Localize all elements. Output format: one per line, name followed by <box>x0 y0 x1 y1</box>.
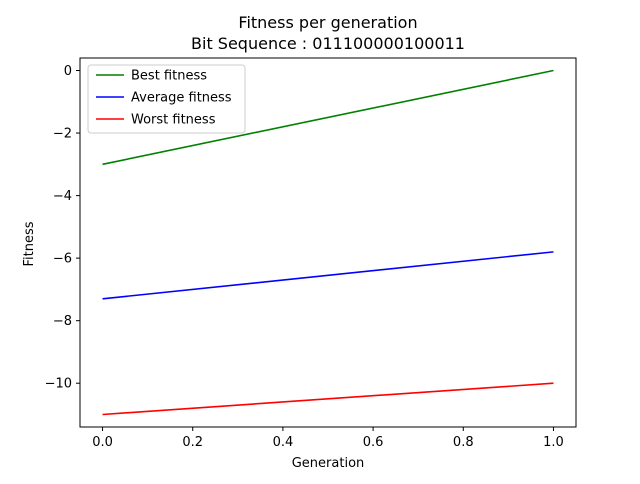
x-axis-label: Generation <box>292 456 365 471</box>
chart-subtitle: Bit Sequence : 011100000100011 <box>191 34 465 53</box>
legend-label-best-fitness: Best fitness <box>131 69 207 84</box>
y-axis-label: Fitness <box>22 221 37 266</box>
chart-title: Fitness per generation <box>238 13 417 32</box>
x-tick-label: 0.2 <box>182 435 203 450</box>
series-line-average-fitness <box>102 251 554 300</box>
y-tick-label: −2 <box>53 127 72 142</box>
y-tick-label: −8 <box>53 314 72 329</box>
y-tick-label: 0 <box>64 64 72 79</box>
legend-label-worst-fitness: Worst fitness <box>131 113 216 128</box>
axes-frame <box>79 57 577 428</box>
y-tick-label: −10 <box>45 377 72 392</box>
series-line-worst-fitness <box>102 382 554 416</box>
series-line-best-fitness <box>102 69 554 166</box>
x-tick-label: 0.6 <box>363 435 384 450</box>
legend-box <box>87 64 246 134</box>
y-tick-label: −6 <box>53 252 72 267</box>
y-tick-label: −4 <box>53 189 72 204</box>
x-tick-label: 0.0 <box>92 435 113 450</box>
x-tick-label: 0.4 <box>273 435 294 450</box>
x-tick-label: 1.0 <box>543 435 564 450</box>
x-tick-label: 0.8 <box>453 435 474 450</box>
plot-area: 0.0 0.2 0.4 0.6 0.8 1.0 0 −2 −4 −6 −8 −10 Best fitne… <box>45 57 577 450</box>
legend-label-average-fitness: Average fitness <box>131 91 232 106</box>
